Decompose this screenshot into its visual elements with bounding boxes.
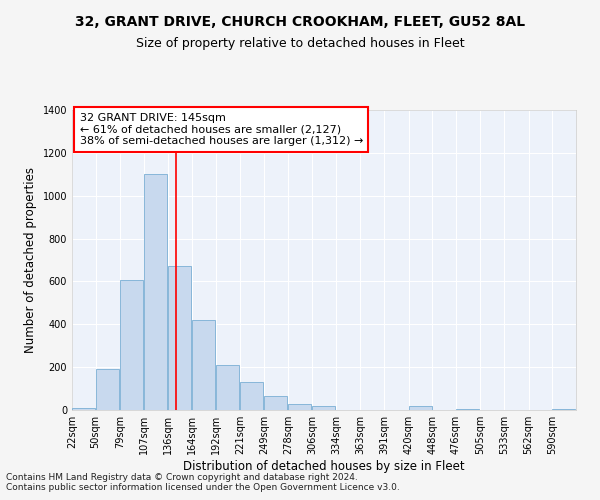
Bar — [95, 370, 119, 410]
X-axis label: Distribution of detached houses by size in Fleet: Distribution of detached houses by size … — [183, 460, 465, 473]
Bar — [289, 404, 311, 410]
Text: Contains HM Land Registry data © Crown copyright and database right 2024.: Contains HM Land Registry data © Crown c… — [6, 473, 358, 482]
Bar — [144, 174, 167, 410]
Bar — [192, 320, 215, 410]
Bar — [72, 408, 95, 410]
Y-axis label: Number of detached properties: Number of detached properties — [24, 167, 37, 353]
Bar — [553, 409, 575, 410]
Bar — [456, 409, 479, 410]
Text: Contains public sector information licensed under the Open Government Licence v3: Contains public sector information licen… — [6, 483, 400, 492]
Bar — [409, 406, 431, 410]
Bar — [216, 365, 239, 410]
Bar — [240, 382, 263, 410]
Bar — [169, 266, 191, 410]
Text: 32, GRANT DRIVE, CHURCH CROOKHAM, FLEET, GU52 8AL: 32, GRANT DRIVE, CHURCH CROOKHAM, FLEET,… — [75, 15, 525, 29]
Bar — [120, 280, 143, 410]
Bar — [264, 396, 287, 410]
Text: 32 GRANT DRIVE: 145sqm
← 61% of detached houses are smaller (2,127)
38% of semi-: 32 GRANT DRIVE: 145sqm ← 61% of detached… — [80, 113, 363, 146]
Text: Size of property relative to detached houses in Fleet: Size of property relative to detached ho… — [136, 38, 464, 51]
Bar — [312, 406, 335, 410]
